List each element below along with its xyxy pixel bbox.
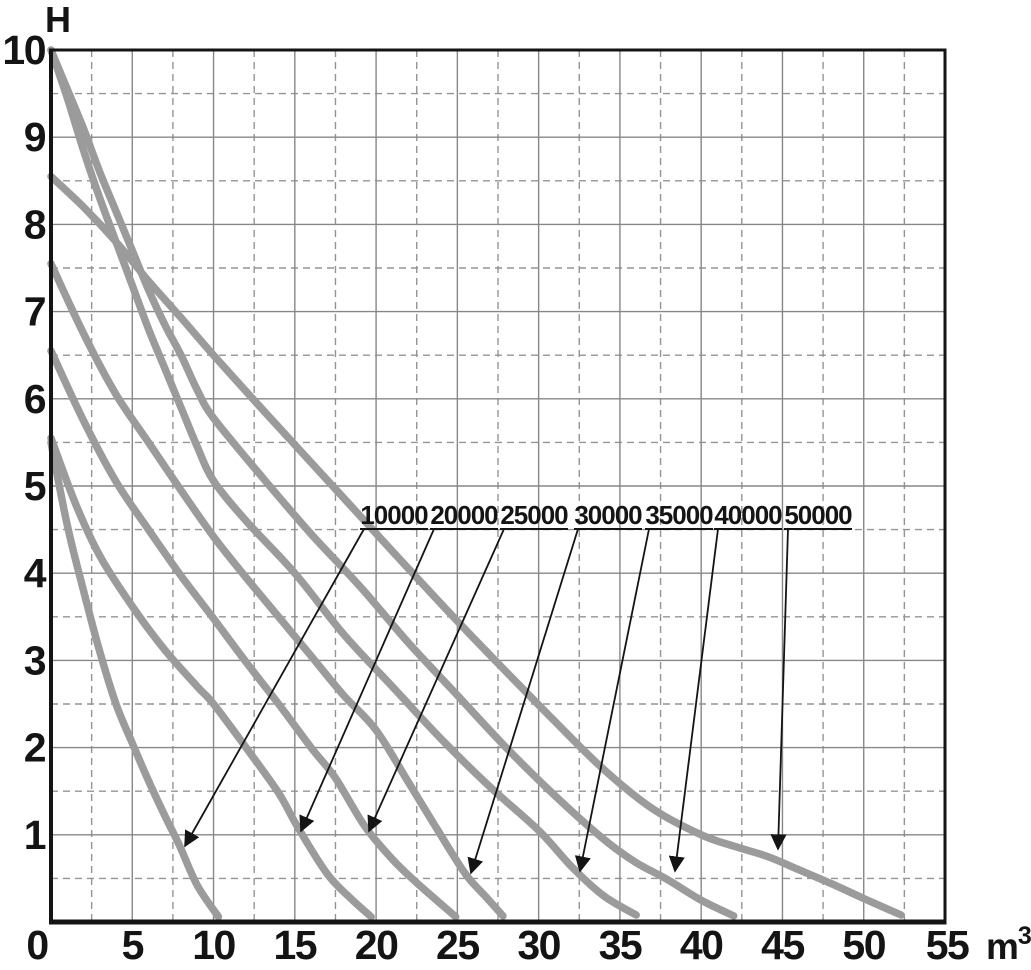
x-tick-label-45: 45 (761, 922, 804, 968)
series-annotation-50000: 50000 (770, 500, 853, 851)
curve-group (47, 46, 905, 921)
y-tick-label-9: 9 (24, 114, 46, 160)
series-label-20000: 20000 (430, 500, 498, 530)
x-tick-label-30: 30 (517, 922, 560, 968)
major-grid (51, 50, 945, 922)
y-tick-label-3: 3 (24, 637, 46, 683)
x-tick-label-25: 25 (436, 922, 479, 968)
curve-10000 (47, 438, 223, 921)
series-annotation-35000: 35000 (574, 500, 714, 873)
x-tick-label-15: 15 (274, 922, 317, 968)
curve-35000 (47, 46, 640, 919)
x-tick-label-55: 55 (926, 922, 969, 968)
leader-arrow-25000 (367, 528, 505, 833)
y-tick-label-2: 2 (24, 725, 46, 771)
leader-arrow-35000 (574, 528, 650, 873)
y-tick-label-1: 1 (24, 812, 46, 858)
series-label-25000: 25000 (500, 500, 568, 530)
x-tick-label-35: 35 (599, 922, 642, 968)
x-axis-unit: m3/h (986, 922, 1031, 967)
x-tick-label-20: 20 (355, 922, 398, 968)
x-tick-label-5: 5 (122, 922, 144, 968)
y-tick-label-7: 7 (24, 289, 45, 335)
y-tick-label-4: 4 (24, 550, 47, 596)
series-label-50000: 50000 (784, 500, 852, 530)
leader-arrow-50000 (770, 528, 789, 851)
x-tick-label-40: 40 (680, 922, 723, 968)
series-label-40000: 40000 (714, 500, 782, 530)
series-label-35000: 35000 (645, 500, 713, 530)
x-tick-labels: 0 5 10 15 20 25 30 35 40 45 50 55 (26, 922, 970, 968)
curve-40000 (47, 46, 738, 920)
y-tick-label-6: 6 (24, 376, 46, 422)
curve-25000 (47, 347, 460, 921)
y-tick-label-8: 8 (24, 201, 46, 247)
curve-50000 (47, 172, 905, 919)
series-annotation-30000: 30000 (467, 500, 643, 875)
x-tick-label-10: 10 (192, 922, 235, 968)
leader-arrow-30000 (467, 528, 579, 875)
series-annotation-10000: 10000 (184, 500, 429, 848)
y-tick-labels: 1 2 3 4 5 6 7 8 9 10 (2, 27, 48, 858)
series-label-10000: 10000 (360, 500, 428, 530)
series-annotation-20000: 20000 (299, 500, 499, 833)
curve-20000 (47, 434, 375, 921)
leader-arrow-40000 (668, 528, 719, 873)
series-label-30000: 30000 (574, 500, 642, 530)
curve-30000 (47, 259, 507, 920)
leader-arrow-20000 (299, 528, 435, 833)
series-annotation-40000: 40000 (668, 500, 783, 873)
leader-arrow-10000 (184, 528, 365, 848)
series-label-group: 10000 20000 25000 30000 35000 40000 50000 (184, 500, 853, 875)
y-tick-label-10: 10 (2, 27, 45, 73)
x-tick-label-0: 0 (26, 922, 48, 968)
series-annotation-25000: 25000 (367, 500, 569, 833)
y-axis-title: H (45, 0, 71, 40)
x-tick-label-50: 50 (842, 922, 885, 968)
y-tick-label-5: 5 (24, 463, 46, 509)
